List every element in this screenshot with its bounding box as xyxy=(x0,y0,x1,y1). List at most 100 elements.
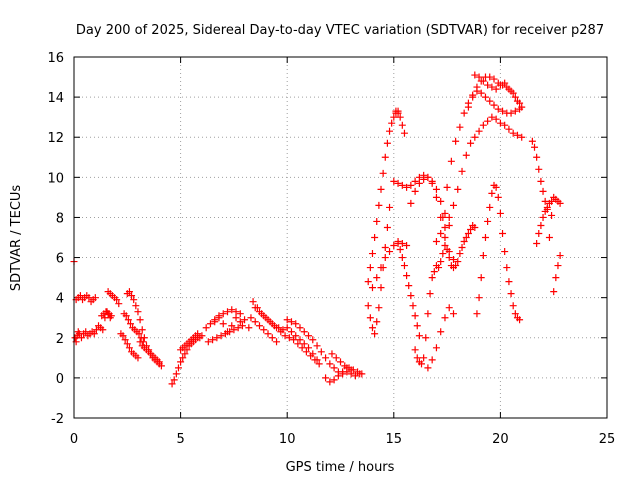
data-point xyxy=(277,328,285,336)
data-point xyxy=(368,284,376,292)
data-point xyxy=(462,234,470,241)
data-point xyxy=(373,318,381,326)
data-point xyxy=(128,292,136,300)
data-point xyxy=(494,105,502,113)
data-point xyxy=(230,326,238,334)
data-point xyxy=(268,334,276,342)
data-point xyxy=(492,183,500,191)
data-point xyxy=(332,354,340,362)
data-point xyxy=(183,346,191,354)
data-point xyxy=(486,97,494,105)
data-point xyxy=(437,197,445,205)
data-point xyxy=(533,240,541,248)
data-point xyxy=(424,310,432,318)
data-point xyxy=(548,211,556,219)
data-point xyxy=(296,324,304,332)
y-tick-label: 0 xyxy=(56,372,64,387)
data-point xyxy=(313,342,321,350)
data-point xyxy=(501,79,509,87)
data-point xyxy=(217,332,225,340)
data-point xyxy=(386,127,394,135)
data-point xyxy=(202,324,210,332)
data-point xyxy=(264,330,272,338)
data-point xyxy=(104,310,112,318)
data-point xyxy=(437,328,445,336)
data-point xyxy=(475,294,483,302)
data-point xyxy=(77,334,85,342)
data-point xyxy=(441,234,449,241)
data-point xyxy=(471,133,479,141)
data-point xyxy=(496,81,504,89)
data-point xyxy=(464,229,472,237)
data-point xyxy=(449,201,457,209)
data-point xyxy=(494,193,502,201)
y-tick-label: 2 xyxy=(56,332,64,347)
data-point xyxy=(428,356,436,364)
data-point xyxy=(428,274,436,282)
data-point xyxy=(315,360,323,368)
data-point xyxy=(405,282,413,290)
data-point xyxy=(407,181,415,189)
y-tick-label: 8 xyxy=(56,211,64,226)
data-point xyxy=(292,320,300,328)
data-point xyxy=(273,324,281,332)
data-point xyxy=(403,183,411,191)
data-point xyxy=(76,292,84,300)
data-point xyxy=(373,274,381,282)
data-point xyxy=(209,336,217,344)
data-point xyxy=(211,318,219,326)
data-point xyxy=(492,115,500,123)
data-point xyxy=(330,364,338,372)
data-point xyxy=(403,242,411,250)
data-point xyxy=(134,354,142,362)
data-point xyxy=(439,213,447,221)
data-point xyxy=(505,125,513,133)
data-point xyxy=(381,254,389,262)
data-point xyxy=(234,324,242,332)
data-point xyxy=(249,298,257,306)
data-point xyxy=(411,312,419,320)
data-point xyxy=(441,223,449,231)
data-point xyxy=(473,87,481,95)
y-tick-label: 16 xyxy=(47,51,64,66)
data-point xyxy=(305,344,313,352)
data-point xyxy=(460,238,468,246)
data-point xyxy=(224,328,232,336)
data-point xyxy=(499,229,507,237)
data-point xyxy=(388,119,396,127)
data-point xyxy=(486,203,494,211)
data-point xyxy=(505,278,513,286)
data-point xyxy=(543,203,551,211)
data-point xyxy=(368,324,376,332)
data-point xyxy=(390,113,398,121)
data-point xyxy=(294,340,302,348)
data-point xyxy=(441,242,449,250)
data-point xyxy=(383,139,391,147)
data-point xyxy=(260,312,268,320)
data-point xyxy=(394,240,402,248)
data-point xyxy=(441,314,449,322)
data-point xyxy=(537,221,545,229)
data-point xyxy=(471,71,479,79)
data-point xyxy=(115,300,123,308)
data-point xyxy=(313,356,321,364)
data-point xyxy=(241,316,249,324)
data-point xyxy=(398,181,406,189)
data-point xyxy=(516,105,524,113)
data-point xyxy=(496,209,504,217)
data-point xyxy=(422,334,430,342)
data-point xyxy=(371,330,379,338)
data-point xyxy=(123,340,131,348)
data-point xyxy=(136,338,144,346)
data-point xyxy=(358,370,366,378)
data-point xyxy=(441,209,449,217)
data-point xyxy=(236,310,244,318)
data-point xyxy=(554,262,562,270)
data-point xyxy=(377,185,385,193)
data-point xyxy=(177,358,185,366)
data-point xyxy=(264,316,272,324)
data-point xyxy=(330,376,338,384)
data-point xyxy=(439,250,447,258)
data-point xyxy=(381,153,389,161)
